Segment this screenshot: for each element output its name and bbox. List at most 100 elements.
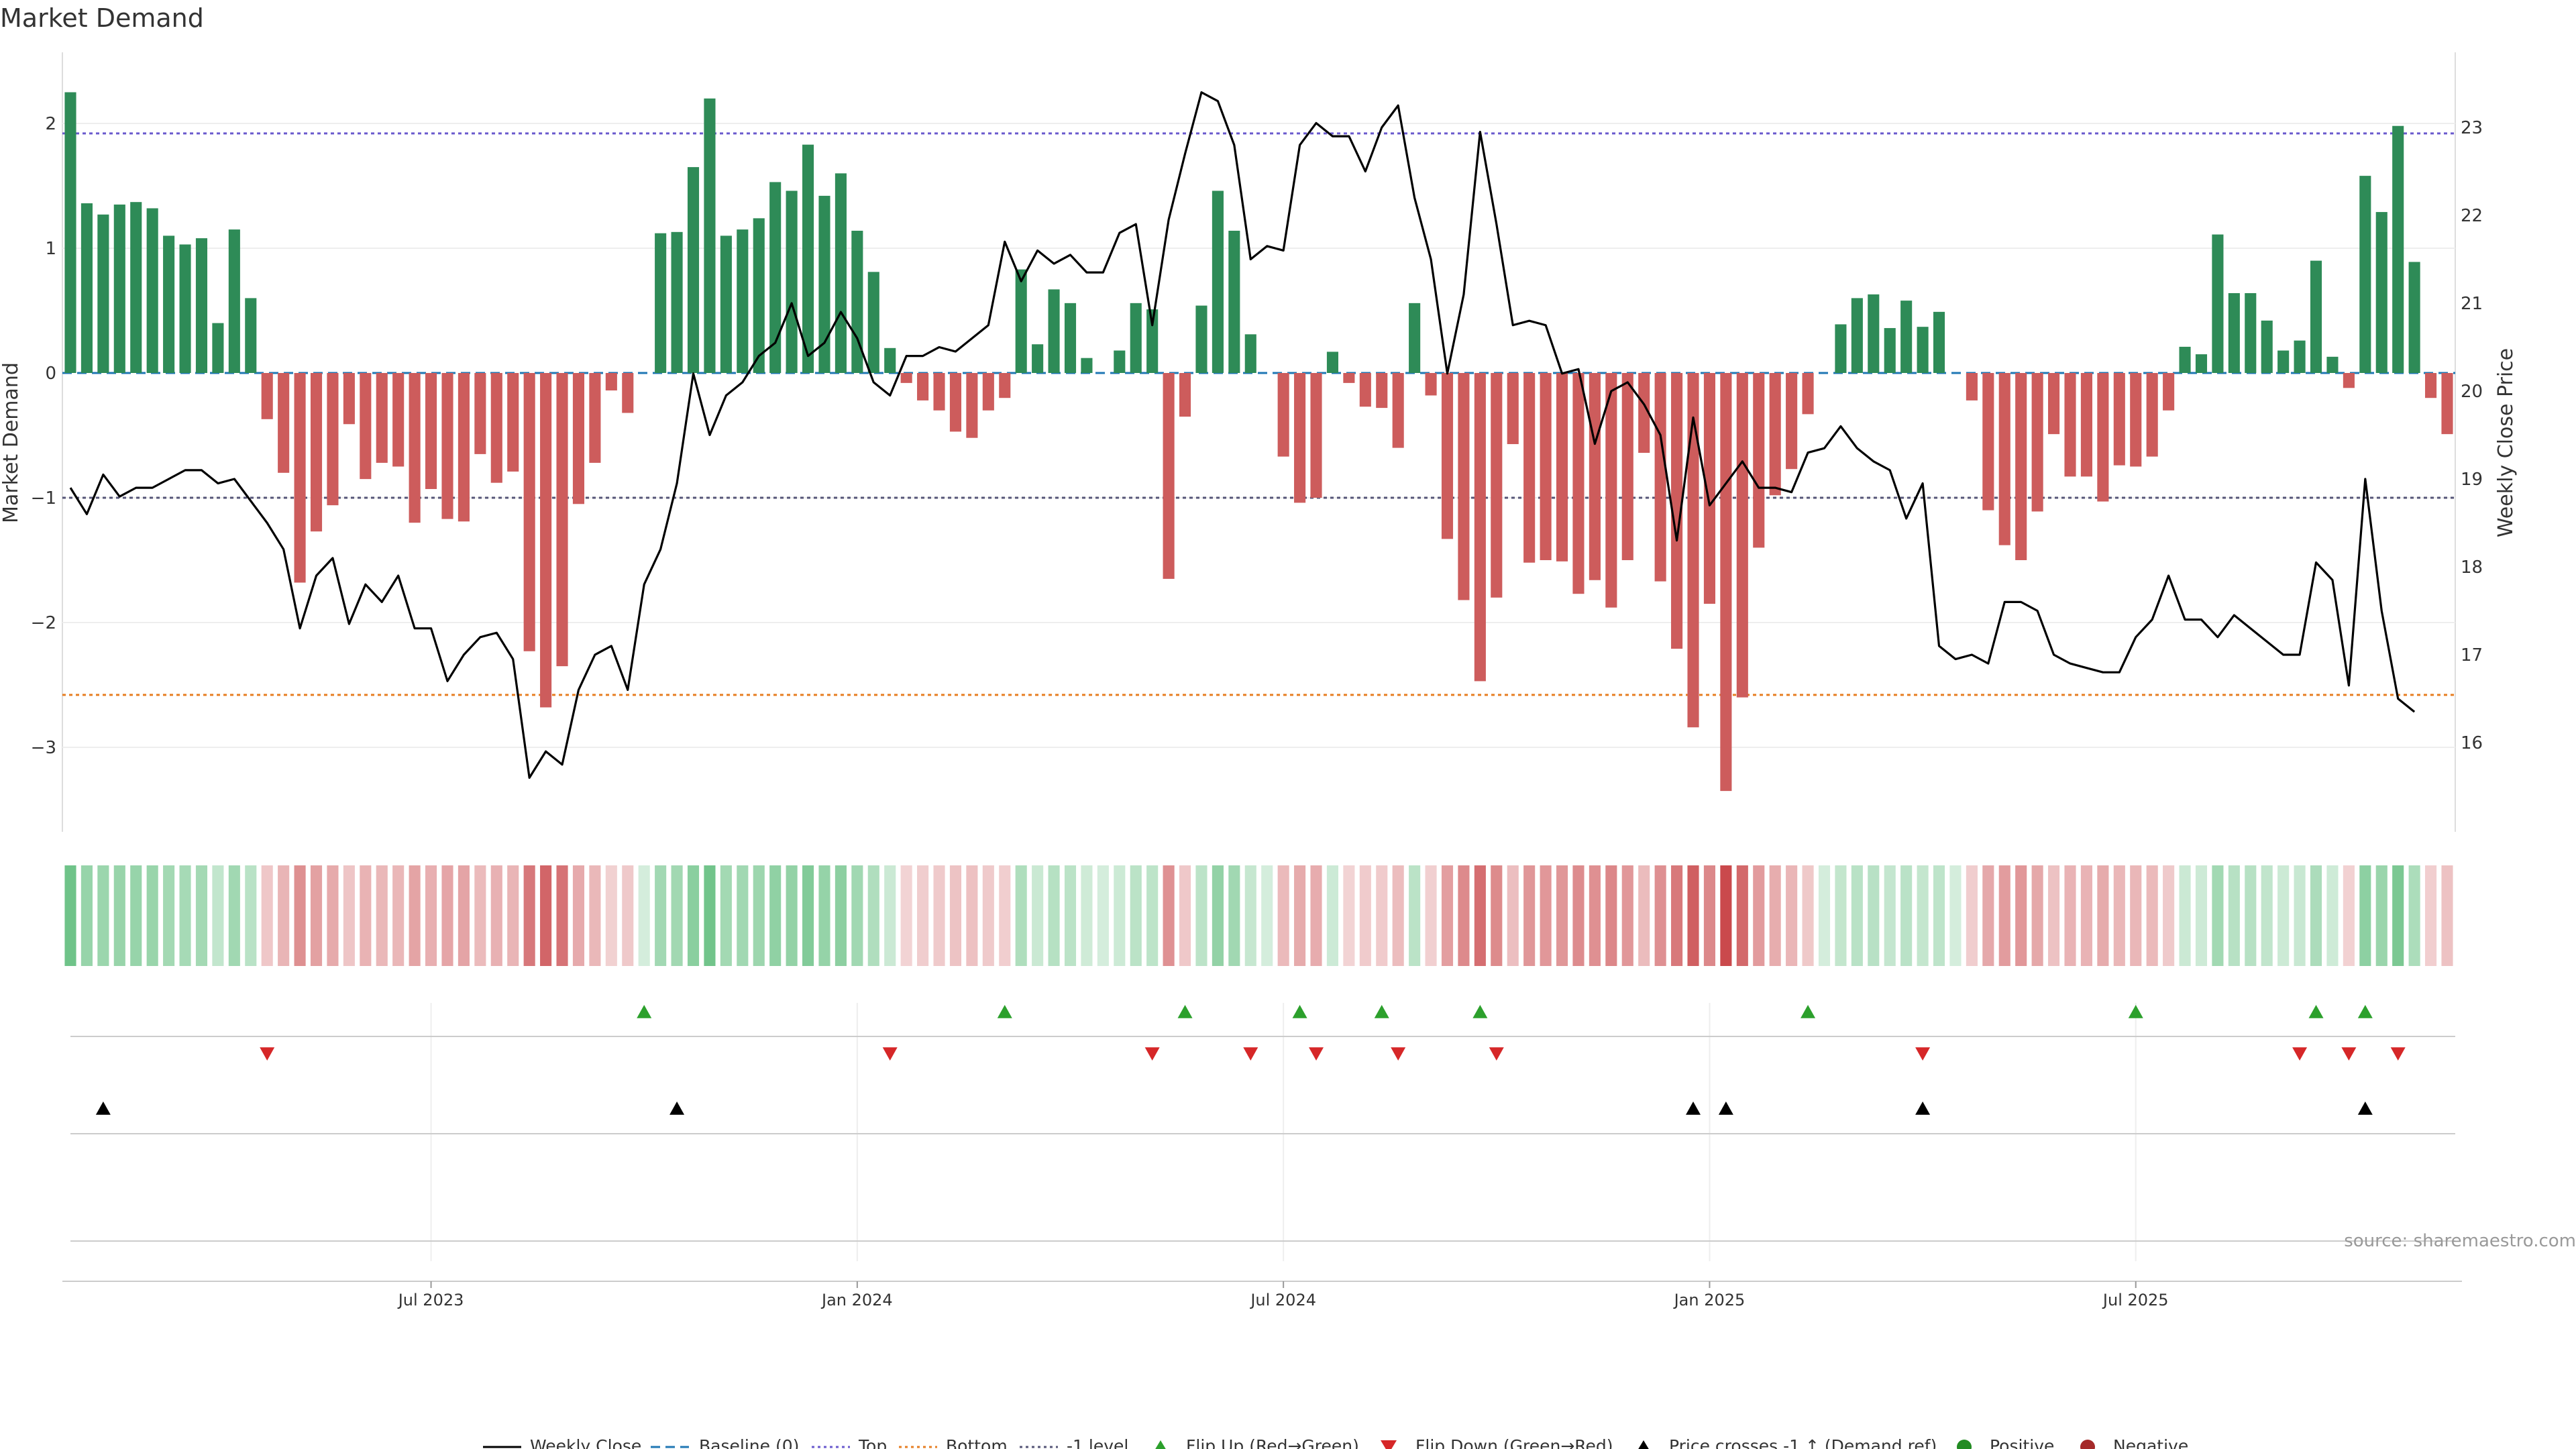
demand-bar (2228, 292, 2240, 373)
heat-cell (163, 865, 175, 966)
heat-cell (1507, 865, 1519, 966)
demand-bar (1933, 311, 1945, 373)
heat-cell (1523, 865, 1536, 966)
demand-bar (1244, 334, 1256, 373)
demand-bar (392, 373, 405, 467)
heat-cell (490, 865, 502, 966)
flip-down-marker (1309, 1047, 1324, 1061)
demand-bar (490, 373, 502, 483)
demand-bar (1556, 373, 1568, 561)
y2-tick-label: 19 (2461, 470, 2483, 490)
demand-bar (2064, 373, 2076, 477)
heat-cell (261, 865, 273, 966)
heat-cell (1868, 865, 1880, 966)
heat-cell (949, 865, 962, 966)
heat-cell (572, 865, 585, 966)
heat-cell (1687, 865, 1699, 966)
heat-cell (1786, 865, 1798, 966)
left-axis-ticks: 2 1 0 −1 −2 −3 (31, 114, 56, 758)
heat-cell (2261, 865, 2273, 966)
demand-bar (572, 373, 585, 504)
demand-bar (1753, 373, 1765, 548)
heat-cell (1982, 865, 1994, 966)
heat-cell (1966, 865, 1978, 966)
heat-cell (1343, 865, 1355, 966)
y-tick-label: −1 (31, 488, 56, 508)
heat-cell (2245, 865, 2257, 966)
legend-cross-swatch (1638, 1440, 1649, 1449)
heat-cell (179, 865, 191, 966)
demand-bar (343, 373, 355, 425)
heat-cell (1474, 865, 1486, 966)
weekly-close-line (69, 91, 2416, 780)
demand-bar (2359, 176, 2371, 373)
y2-tick-label: 22 (2461, 206, 2483, 226)
heat-cell (1015, 865, 1027, 966)
heat-cell (278, 865, 290, 966)
demand-bar (163, 235, 175, 373)
flip-down-marker (2292, 1047, 2308, 1061)
demand-bar (1917, 327, 1929, 373)
demand-bar (1163, 373, 1175, 579)
demand-bar (1605, 373, 1617, 608)
heat-cell (900, 865, 912, 966)
heat-cell (212, 865, 224, 966)
flip-down-marker (882, 1047, 898, 1061)
heat-cell (1720, 865, 1732, 966)
source-note: source: sharemaestro.com (2344, 1231, 2576, 1251)
heat-cell (1998, 865, 2010, 966)
demand-bar (1458, 373, 1470, 600)
demand-bar (474, 373, 486, 454)
demand-bar (97, 214, 109, 373)
demand-bar (753, 218, 765, 373)
heat-cell (1425, 865, 1437, 966)
heat-cell (1064, 865, 1077, 966)
demand-bar (1130, 303, 1142, 373)
flip-up-marker (2357, 1005, 2373, 1018)
heat-cell (638, 865, 650, 966)
heat-cell (1621, 865, 1633, 966)
y2-axis-label: Weekly Close Price (2494, 348, 2518, 537)
demand-bar (1310, 373, 1322, 498)
heat-cell (2015, 865, 2027, 966)
heat-cell (1949, 865, 1962, 966)
heat-cell (671, 865, 683, 966)
demand-bar (720, 235, 732, 373)
demand-bar (704, 98, 716, 374)
reference-lines (62, 132, 2455, 696)
heat-cell (1294, 865, 1306, 966)
heat-cell (441, 865, 453, 966)
demand-bar (2310, 260, 2322, 373)
heat-cell (310, 865, 323, 966)
right-axis-ticks: 23 22 21 20 19 18 17 16 (2461, 118, 2483, 753)
heat-cell (2163, 865, 2175, 966)
heat-cell (1540, 865, 1552, 966)
heat-cell (425, 865, 437, 966)
demand-bar (80, 203, 93, 373)
heat-cell (228, 865, 240, 966)
demand-bar (2425, 373, 2437, 398)
heat-cell (1163, 865, 1175, 966)
demand-bar (1736, 373, 1748, 698)
flip-up-marker (2308, 1005, 2324, 1018)
y-axis-label: Market Demand (0, 362, 23, 523)
heat-cell (737, 865, 749, 966)
demand-bar (982, 373, 994, 411)
flip-up-marker (1801, 1005, 1816, 1018)
heat-cell (2392, 865, 2404, 966)
heat-cell (1638, 865, 1650, 966)
heat-cell (1310, 865, 1322, 966)
heat-cell (720, 865, 732, 966)
demand-bar (900, 373, 912, 383)
demand-bar (671, 231, 683, 373)
heat-cell (2359, 865, 2371, 966)
x-tick-label: Jan 2024 (820, 1291, 893, 1309)
demand-bar (1703, 373, 1716, 604)
heat-cell (2113, 865, 2125, 966)
demand-bar (2392, 125, 2404, 373)
legend: Weekly Close Baseline (0) Top Bottom -1 … (483, 1436, 2188, 1449)
demand-bar (179, 244, 191, 373)
heat-cell (1703, 865, 1716, 966)
heat-cell (687, 865, 700, 966)
demand-bar (2163, 373, 2175, 411)
